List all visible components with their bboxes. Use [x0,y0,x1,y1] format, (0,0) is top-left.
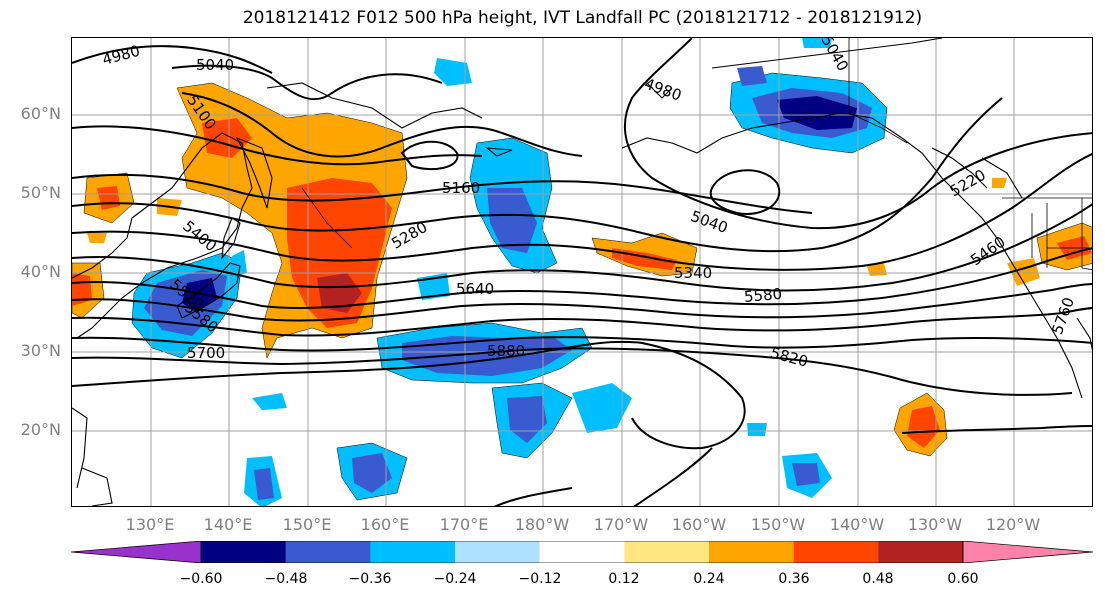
contour-label: 5160 [442,179,480,197]
lon-label-180w: 180°W [514,515,570,534]
ivt-negative-alaska [434,38,888,154]
contour-label: 5880 [487,342,525,360]
colorbar-tick: −0.24 [433,571,477,587]
colorbar-segment [370,541,456,563]
lon-label-160e: 160°E [360,515,410,534]
colorbar-tick: −0.12 [518,571,562,587]
colorbar-segment [201,541,287,563]
colorbar-segment [793,541,879,563]
plot-title: 2018121412 F012 500 hPa height, IVT Land… [242,8,923,28]
colorbar-tick: 0.60 [947,571,979,587]
lon-label-130w: 130°W [907,515,963,534]
lon-label-170w: 170°W [593,515,649,534]
lon-label-140w: 140°W [829,515,885,534]
colorbar-segments [71,541,1093,563]
lon-label-130e: 130°E [125,515,175,534]
colorbar-tick: −0.48 [264,571,308,587]
lat-label-40n: 40°N [20,262,61,281]
coastlines [72,38,1092,506]
colorbar [71,541,1093,563]
colorbar-tick: 0.12 [608,571,640,587]
contour-label: 5580 [743,285,783,306]
colorbar-segment [878,541,964,563]
map-panel: 4980 5040 5100 4980 5040 5160 5280 5220 … [71,37,1093,507]
contour-label: 5040 [688,207,730,237]
contour-label: 5340 [674,264,712,282]
contour-label: 5700 [187,344,225,362]
lon-label-140e: 140°E [203,515,253,534]
lat-label-30n: 30°N [20,341,61,360]
contour-label: 5640 [456,280,494,298]
contour-label: 5760 [1048,295,1078,337]
colorbar-extend-low [71,541,201,563]
map-canvas: 4980 5040 5100 4980 5040 5160 5280 5220 … [72,38,1092,506]
contour-label: 5220 [947,166,989,201]
colorbar-segment [709,541,795,563]
colorbar-segment [624,541,710,563]
colorbar-tick: 0.48 [862,571,894,587]
contour-label: 4980 [100,42,142,69]
contour-label: 5040 [817,38,852,74]
colorbar-tick: 0.24 [693,571,725,587]
colorbar-tick: −0.36 [348,571,392,587]
lon-label-120w: 120°W [985,515,1041,534]
lon-label-170e: 170°E [439,515,489,534]
ivt-positive-east [893,178,1092,457]
height-contours [72,38,1092,506]
colorbar-segment [285,541,371,563]
contour-label: 5040 [196,56,234,74]
lon-label-150w: 150°W [750,515,806,534]
colorbar-segment [455,541,541,563]
contour-label: 4980 [642,75,684,105]
colorbar-extend-high [963,541,1093,563]
colorbar-tick: 0.36 [778,571,810,587]
lon-label-160w: 160°W [671,515,727,534]
lat-label-60n: 60°N [20,104,61,123]
colorbar-tick: −0.60 [179,571,223,587]
lat-label-20n: 20°N [20,420,61,439]
colorbar-segment [539,541,625,563]
contour-label: 5460 [967,233,1009,270]
lat-label-50n: 50°N [20,183,61,202]
lon-label-150e: 150°E [282,515,332,534]
